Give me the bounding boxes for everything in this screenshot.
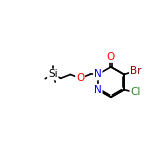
Text: N: N bbox=[94, 69, 102, 79]
Text: Si: Si bbox=[48, 69, 58, 79]
Text: Br: Br bbox=[130, 66, 141, 76]
Text: O: O bbox=[76, 73, 84, 83]
Text: Cl: Cl bbox=[130, 87, 141, 97]
Text: N: N bbox=[94, 85, 102, 95]
Text: O: O bbox=[107, 52, 115, 62]
